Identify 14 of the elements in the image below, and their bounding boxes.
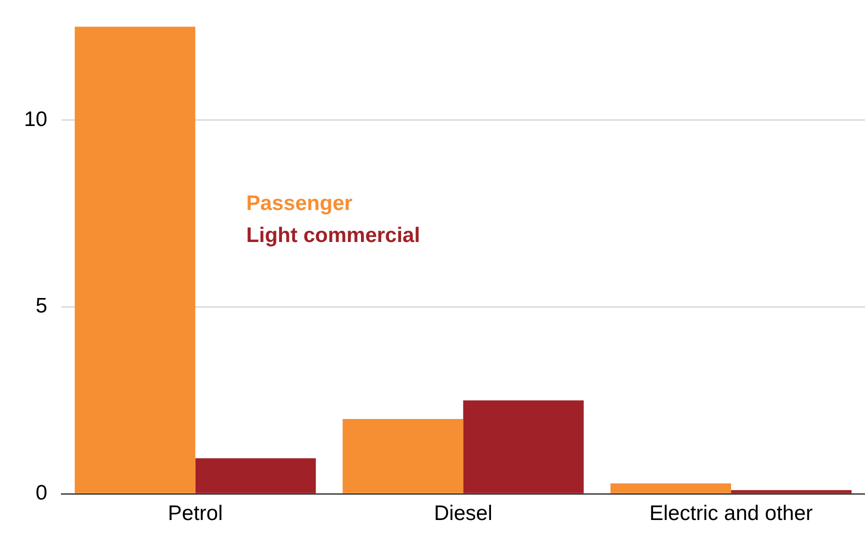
x-tick-label: Electric and other [649, 502, 813, 526]
y-tick-label: 5 [36, 294, 48, 318]
text: Passenger [246, 192, 352, 215]
x-tick-label: Petrol [168, 502, 223, 526]
y-tick-label: 0 [36, 482, 48, 505]
bar [463, 400, 584, 494]
bar [610, 483, 732, 494]
x-tick-label: Diesel [434, 502, 492, 526]
bar [342, 419, 464, 494]
bar [195, 458, 316, 494]
bar [731, 490, 852, 494]
text: Light commercial [246, 224, 420, 247]
y-tick-label: 10 [24, 108, 48, 131]
bar [74, 26, 196, 494]
